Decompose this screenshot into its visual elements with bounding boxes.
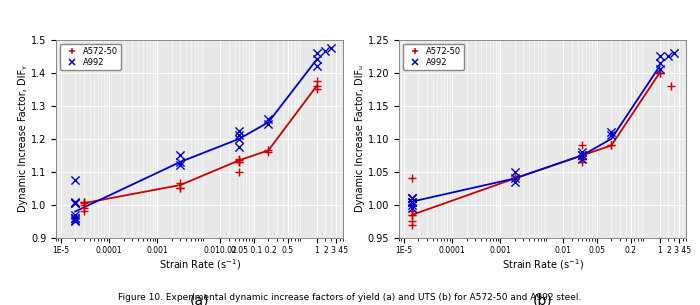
Point [509, 179, 520, 184]
Point [234, 158, 245, 163]
Point [175, 153, 186, 158]
Point [175, 160, 186, 164]
Point [407, 176, 418, 181]
Point [509, 176, 520, 181]
Point [606, 130, 617, 135]
Text: (a): (a) [190, 293, 209, 305]
Point [407, 196, 418, 201]
Legend: A572-50, A992: A572-50, A992 [403, 44, 464, 70]
X-axis label: Strain Rate (s$^{-1}$): Strain Rate (s$^{-1}$) [501, 257, 584, 272]
Point [69, 212, 80, 217]
Point [407, 199, 418, 204]
Point [69, 178, 80, 182]
Point [663, 54, 674, 59]
Text: (b): (b) [533, 293, 552, 305]
Point [668, 50, 680, 55]
Point [509, 176, 520, 181]
Point [407, 203, 418, 207]
Point [78, 209, 90, 214]
Point [262, 117, 274, 121]
Point [234, 133, 245, 138]
Point [407, 199, 418, 204]
Point [654, 70, 665, 75]
Point [69, 216, 80, 221]
Point [175, 163, 186, 168]
Point [666, 84, 677, 88]
Point [509, 176, 520, 181]
Point [577, 153, 588, 158]
Point [320, 49, 331, 54]
Point [175, 186, 186, 191]
Point [69, 201, 80, 206]
Y-axis label: Dynamic Increase Factor, DIFᵧ: Dynamic Increase Factor, DIFᵧ [18, 65, 28, 212]
Point [577, 153, 588, 158]
Point [234, 136, 245, 141]
Point [311, 87, 322, 92]
Point [262, 148, 274, 153]
Point [311, 64, 322, 69]
Point [407, 212, 418, 217]
Point [311, 78, 322, 83]
Point [407, 219, 418, 224]
Point [234, 169, 245, 174]
Point [234, 160, 245, 164]
Legend: A572-50, A992: A572-50, A992 [60, 44, 121, 70]
X-axis label: Strain Rate (s$^{-1}$): Strain Rate (s$^{-1}$) [158, 257, 241, 272]
Point [606, 133, 617, 138]
Point [577, 160, 588, 164]
Point [407, 196, 418, 201]
Point [577, 149, 588, 154]
Point [69, 201, 80, 206]
Point [234, 128, 245, 133]
Point [311, 84, 322, 88]
Point [326, 45, 337, 50]
Point [78, 199, 90, 204]
Point [175, 186, 186, 191]
Point [69, 199, 80, 204]
Point [78, 201, 90, 206]
Point [234, 160, 245, 164]
Y-axis label: Dynamic Increase Factor, DIFᵤ: Dynamic Increase Factor, DIFᵤ [355, 65, 365, 212]
Point [577, 156, 588, 161]
Point [577, 156, 588, 161]
Point [78, 203, 90, 207]
Point [262, 149, 274, 154]
Point [69, 216, 80, 221]
Point [654, 70, 665, 75]
Point [509, 169, 520, 174]
Point [407, 222, 418, 227]
Point [262, 121, 274, 126]
Point [654, 54, 665, 59]
Point [577, 143, 588, 148]
Point [606, 143, 617, 148]
Point [654, 60, 665, 65]
Point [175, 181, 186, 186]
Point [407, 199, 418, 204]
Point [407, 196, 418, 201]
Point [654, 67, 665, 72]
Point [577, 156, 588, 161]
Point [606, 143, 617, 148]
Point [69, 217, 80, 222]
Point [509, 176, 520, 181]
Point [311, 50, 322, 55]
Point [311, 57, 322, 62]
Point [407, 209, 418, 214]
Point [78, 199, 90, 204]
Point [407, 206, 418, 210]
Text: Figure 10. Experimental dynamic increase factors of yield (a) and UTS (b) for A5: Figure 10. Experimental dynamic increase… [118, 293, 582, 302]
Point [407, 212, 418, 217]
Point [234, 145, 245, 149]
Point [69, 219, 80, 224]
Point [78, 206, 90, 210]
Point [234, 156, 245, 161]
